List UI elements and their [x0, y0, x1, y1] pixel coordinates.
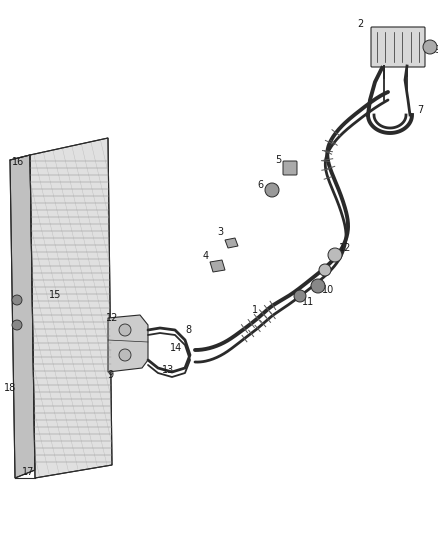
Text: 14: 14 — [170, 343, 182, 353]
Text: 2: 2 — [357, 19, 363, 29]
Text: 1: 1 — [252, 305, 258, 315]
Text: 9: 9 — [107, 370, 113, 380]
Polygon shape — [108, 315, 148, 372]
Text: 6: 6 — [257, 180, 263, 190]
Polygon shape — [10, 155, 35, 478]
Circle shape — [328, 248, 342, 262]
Text: 12: 12 — [339, 243, 351, 253]
Circle shape — [12, 295, 22, 305]
Circle shape — [311, 279, 325, 293]
Text: 10: 10 — [322, 285, 334, 295]
Circle shape — [423, 40, 437, 54]
Text: 8: 8 — [185, 325, 191, 335]
Text: 13: 13 — [162, 365, 174, 375]
Text: 5: 5 — [275, 155, 281, 165]
Text: 7: 7 — [417, 105, 423, 115]
Circle shape — [294, 290, 306, 302]
Circle shape — [12, 320, 22, 330]
FancyBboxPatch shape — [371, 27, 425, 67]
Text: 19: 19 — [430, 45, 438, 55]
Polygon shape — [30, 138, 112, 478]
Text: 3: 3 — [217, 227, 223, 237]
Text: 16: 16 — [12, 157, 24, 167]
Circle shape — [119, 324, 131, 336]
Text: 11: 11 — [302, 297, 314, 307]
Polygon shape — [210, 260, 225, 272]
Text: 17: 17 — [22, 467, 34, 477]
FancyBboxPatch shape — [283, 161, 297, 175]
Text: 4: 4 — [203, 251, 209, 261]
Circle shape — [119, 349, 131, 361]
Circle shape — [265, 183, 279, 197]
Text: 12: 12 — [106, 313, 118, 323]
Text: 15: 15 — [49, 290, 61, 300]
Text: 18: 18 — [4, 383, 16, 393]
Circle shape — [319, 264, 331, 276]
Polygon shape — [225, 238, 238, 248]
